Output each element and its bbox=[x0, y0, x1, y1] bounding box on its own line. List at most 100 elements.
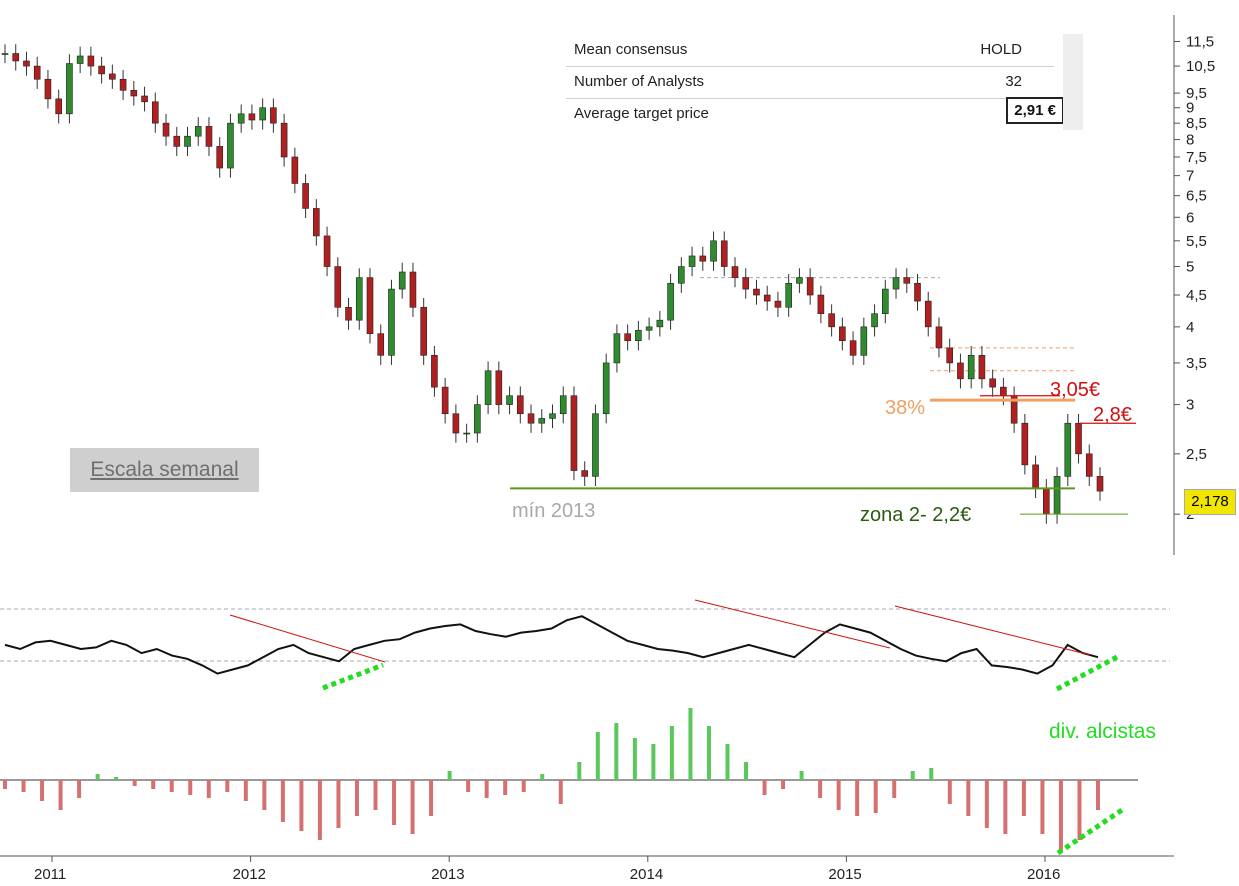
div-alcistas-label: div. alcistas bbox=[1049, 720, 1156, 743]
candle bbox=[581, 470, 589, 477]
candle bbox=[313, 208, 320, 237]
candle bbox=[44, 78, 52, 100]
histogram-bar bbox=[855, 780, 860, 816]
candle bbox=[806, 277, 814, 296]
y-tick-label: 10,5 bbox=[1186, 58, 1215, 75]
candle bbox=[828, 313, 835, 328]
histogram-bar bbox=[873, 780, 878, 813]
candle bbox=[98, 65, 105, 75]
analysts-value: 32 bbox=[1005, 73, 1022, 90]
y-tick-label: 2,5 bbox=[1186, 446, 1207, 463]
candle bbox=[87, 55, 95, 67]
candle bbox=[270, 107, 277, 124]
histogram-bar bbox=[540, 774, 545, 780]
histogram-bar bbox=[947, 780, 952, 804]
candle bbox=[506, 395, 513, 405]
candle bbox=[839, 326, 846, 342]
y-tick-label: 6,5 bbox=[1186, 188, 1207, 205]
analysts-row: Number of Analysts 32 bbox=[566, 66, 1054, 99]
divergence-line-hist bbox=[1056, 807, 1124, 856]
candle bbox=[860, 326, 868, 356]
y-tick-label: 9 bbox=[1186, 100, 1194, 117]
candle bbox=[409, 271, 417, 308]
histogram-bar bbox=[688, 708, 693, 780]
histogram-bar bbox=[354, 780, 359, 816]
histogram-bar bbox=[836, 780, 841, 810]
scale-badge[interactable]: Escala semanal bbox=[70, 448, 259, 492]
consensus-value: HOLD bbox=[980, 41, 1022, 58]
candle bbox=[109, 73, 116, 80]
candle bbox=[1021, 422, 1029, 466]
candle bbox=[559, 395, 567, 415]
histogram-bar bbox=[651, 744, 656, 780]
candle bbox=[688, 255, 696, 267]
histogram-bar bbox=[1003, 780, 1008, 834]
candle bbox=[302, 183, 309, 209]
histogram-bar bbox=[762, 780, 767, 795]
histogram-bar bbox=[77, 780, 82, 798]
histogram-bar bbox=[58, 780, 63, 810]
histogram-bar bbox=[725, 744, 730, 780]
candle bbox=[946, 347, 954, 364]
histogram-bar bbox=[447, 771, 452, 780]
x-tick-label: 2016 bbox=[1027, 866, 1060, 883]
y-tick-label: 11,5 bbox=[1186, 33, 1214, 50]
y-tick-label: 7,5 bbox=[1186, 149, 1207, 166]
candle bbox=[130, 89, 138, 97]
histogram-bar bbox=[188, 780, 193, 795]
histogram-bar bbox=[225, 780, 230, 792]
histogram-bar bbox=[40, 780, 45, 801]
candle bbox=[484, 370, 492, 405]
candle bbox=[227, 122, 234, 169]
osc-trendline bbox=[894, 605, 1091, 656]
candle bbox=[710, 240, 717, 262]
histogram-bar bbox=[373, 780, 378, 810]
candle bbox=[796, 277, 803, 284]
candle bbox=[1043, 488, 1050, 515]
candle bbox=[55, 98, 62, 115]
histogram-bar bbox=[410, 780, 415, 834]
candle bbox=[291, 156, 299, 184]
candle bbox=[237, 113, 245, 124]
histogram-bar bbox=[632, 738, 637, 780]
histogram-bar bbox=[1096, 780, 1100, 810]
candle bbox=[774, 300, 782, 308]
candle bbox=[742, 277, 750, 290]
histogram-bar bbox=[558, 780, 563, 804]
candle bbox=[205, 126, 213, 147]
y-tick-label: 4 bbox=[1186, 319, 1194, 336]
candle bbox=[280, 122, 288, 158]
consensus-panel: Mean consensus HOLD Number of Analysts 3… bbox=[566, 34, 1084, 130]
candle bbox=[184, 135, 191, 147]
histogram-bar bbox=[132, 780, 137, 786]
histogram-bar bbox=[595, 732, 600, 780]
candle bbox=[549, 413, 556, 419]
x-tick-label: 2015 bbox=[828, 866, 861, 883]
annotations: mín 2013 zona 2- 2,2€ 38% 3,05€ 2,8€ div… bbox=[512, 379, 1156, 743]
y-tick-label: 5 bbox=[1186, 259, 1194, 276]
axes: 11,5 10,5 9,598,587,5 7 6,5 6 5,5 5 4,5 4 3,5 3 2,5 2… bbox=[0, 15, 1215, 883]
candle bbox=[817, 294, 825, 314]
histogram-bar bbox=[243, 780, 248, 801]
candle bbox=[162, 122, 170, 137]
candle bbox=[33, 65, 41, 80]
histogram-bar bbox=[744, 762, 749, 780]
histogram-bar bbox=[1077, 780, 1082, 840]
candle bbox=[763, 294, 771, 302]
histogram-bar bbox=[114, 777, 119, 780]
candle bbox=[538, 418, 546, 424]
histogram-bar bbox=[614, 723, 619, 780]
candle bbox=[441, 386, 449, 415]
candle bbox=[570, 395, 578, 471]
y-tick-label: 6 bbox=[1186, 209, 1194, 226]
histogram-bar bbox=[151, 780, 156, 789]
y-tick-label: 5,5 bbox=[1186, 233, 1207, 250]
fib38-label: 38% bbox=[885, 397, 925, 419]
x-tick-label: 2011 bbox=[34, 866, 66, 883]
candle bbox=[1053, 476, 1061, 515]
histogram-bar bbox=[577, 762, 582, 780]
candle bbox=[366, 277, 374, 334]
candle bbox=[978, 355, 986, 380]
histogram-bar bbox=[1058, 780, 1063, 852]
